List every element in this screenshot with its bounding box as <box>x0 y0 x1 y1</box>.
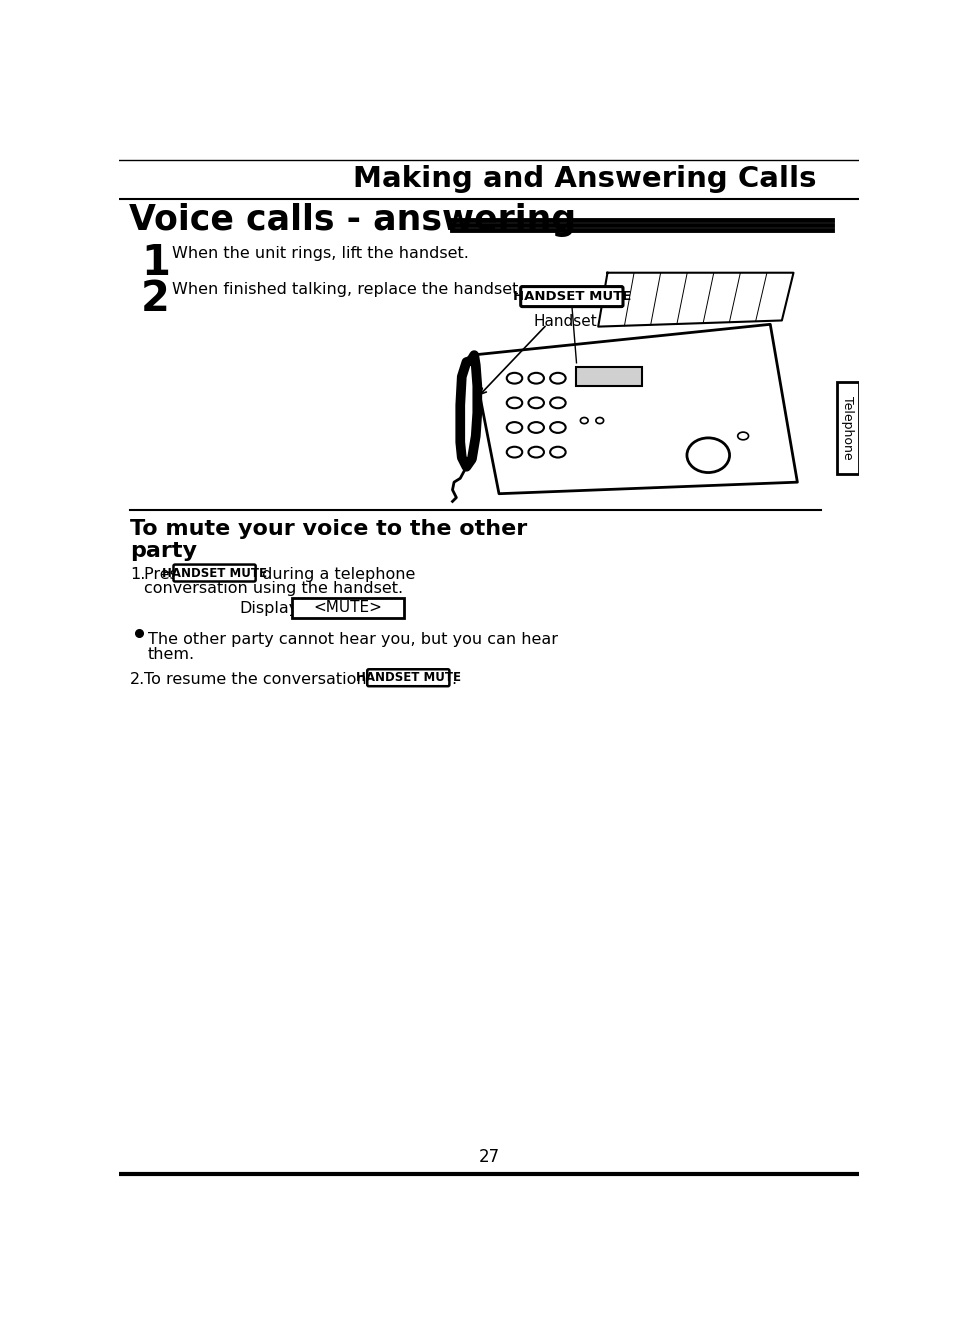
FancyBboxPatch shape <box>576 366 641 386</box>
Text: Voice calls - answering: Voice calls - answering <box>129 204 575 237</box>
Ellipse shape <box>579 418 587 423</box>
Text: HANDSET MUTE: HANDSET MUTE <box>512 290 630 303</box>
Ellipse shape <box>550 397 565 409</box>
Text: HANDSET MUTE: HANDSET MUTE <box>355 671 460 684</box>
FancyBboxPatch shape <box>292 598 403 618</box>
Text: .: . <box>451 672 456 687</box>
Text: When the unit rings, lift the handset.: When the unit rings, lift the handset. <box>172 246 468 261</box>
Text: during a telephone: during a telephone <box>257 566 416 582</box>
FancyBboxPatch shape <box>367 669 449 687</box>
Text: 27: 27 <box>477 1148 499 1166</box>
Ellipse shape <box>506 447 521 458</box>
Text: HANDSET MUTE: HANDSET MUTE <box>162 566 267 579</box>
Ellipse shape <box>528 397 543 409</box>
Ellipse shape <box>506 373 521 384</box>
Text: 1: 1 <box>141 242 170 284</box>
Ellipse shape <box>528 422 543 433</box>
Text: To mute your voice to the other: To mute your voice to the other <box>130 519 527 538</box>
Polygon shape <box>459 355 476 467</box>
Ellipse shape <box>528 447 543 458</box>
Polygon shape <box>598 273 793 327</box>
Ellipse shape <box>550 422 565 433</box>
Text: Telephone: Telephone <box>841 397 853 460</box>
Text: The other party cannot hear you, but you can hear: The other party cannot hear you, but you… <box>148 632 558 647</box>
Ellipse shape <box>506 422 521 433</box>
Text: When finished talking, replace the handset.: When finished talking, replace the hands… <box>172 282 523 296</box>
Text: them.: them. <box>148 647 194 662</box>
Ellipse shape <box>550 447 565 458</box>
Ellipse shape <box>550 373 565 384</box>
Text: Handset: Handset <box>534 315 597 329</box>
Text: 2: 2 <box>141 278 170 320</box>
FancyBboxPatch shape <box>836 382 858 475</box>
Text: <MUTE>: <MUTE> <box>314 601 382 615</box>
Text: Display:: Display: <box>239 601 302 615</box>
Polygon shape <box>472 324 797 493</box>
FancyBboxPatch shape <box>520 287 622 307</box>
Ellipse shape <box>737 433 748 439</box>
Text: Press: Press <box>144 566 192 582</box>
Text: 2.: 2. <box>130 672 145 687</box>
Ellipse shape <box>528 373 543 384</box>
Text: To resume the conversation, press: To resume the conversation, press <box>144 672 425 687</box>
Text: 1.: 1. <box>130 566 145 582</box>
FancyBboxPatch shape <box>173 565 255 582</box>
Ellipse shape <box>686 438 729 472</box>
Ellipse shape <box>506 397 521 409</box>
Ellipse shape <box>596 418 603 423</box>
Text: conversation using the handset.: conversation using the handset. <box>144 582 403 597</box>
Text: party: party <box>130 541 197 561</box>
Text: Making and Answering Calls: Making and Answering Calls <box>353 165 816 193</box>
